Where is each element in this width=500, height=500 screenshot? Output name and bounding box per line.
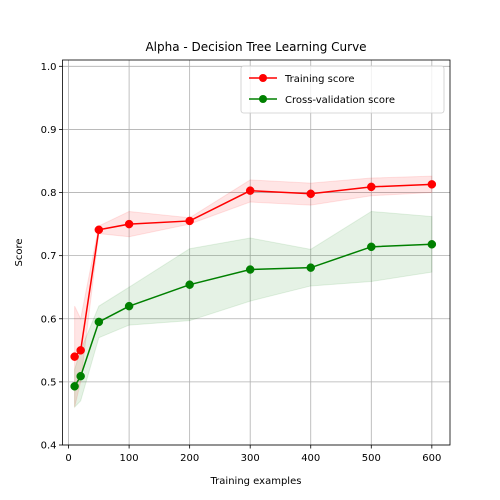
confidence-bands [74,175,433,409]
y-tick-label: 0.9 [41,125,57,136]
series-points [70,180,437,391]
data-point [94,317,104,327]
data-point [94,225,104,235]
data-point [367,182,376,192]
legend-label: Cross-validation score [285,95,395,106]
data-point [124,301,134,311]
data-point [76,371,85,381]
x-tick-label: 100 [120,453,139,464]
data-point [185,216,194,226]
legend-marker [259,95,267,103]
data-point [367,242,376,252]
legend-marker [259,74,267,82]
chart-title: Alpha - Decision Tree Learning Curve [145,40,366,54]
y-tick-label: 0.4 [41,441,57,452]
x-tick-label: 600 [422,453,441,464]
x-tick-label: 400 [301,453,320,464]
x-tick-label: 300 [241,453,260,464]
y-tick-label: 0.8 [41,188,57,199]
y-axis-ticks: 0.4 0.5 0.6 0.7 0.8 0.9 1.0 [41,62,63,452]
plot-area [62,59,451,446]
data-point [427,180,437,189]
data-point [427,240,437,249]
x-axis-label: Training examples [210,476,302,487]
data-point [245,265,255,274]
legend: Training score Cross-validation score [240,65,445,114]
x-tick-label: 200 [180,453,199,464]
data-point [70,352,79,361]
legend-label: Training score [284,74,355,85]
legend-box [240,65,445,114]
y-tick-label: 0.5 [41,377,57,388]
data-point [124,219,134,229]
data-point [245,186,255,195]
x-tick-label: 0 [65,453,71,464]
x-axis-ticks: 0 100 200 300 400 500 600 [65,445,441,464]
data-point [306,263,315,272]
confidence-band-1 [74,210,433,409]
data-point [70,382,79,391]
data-point [76,346,85,355]
data-point [185,280,194,289]
y-axis-label: Score [14,238,25,266]
y-tick-label: 0.7 [41,251,57,262]
y-tick-label: 0.6 [41,314,57,325]
x-tick-label: 500 [362,453,381,464]
y-tick-label: 1.0 [41,62,57,73]
data-point [306,189,315,199]
